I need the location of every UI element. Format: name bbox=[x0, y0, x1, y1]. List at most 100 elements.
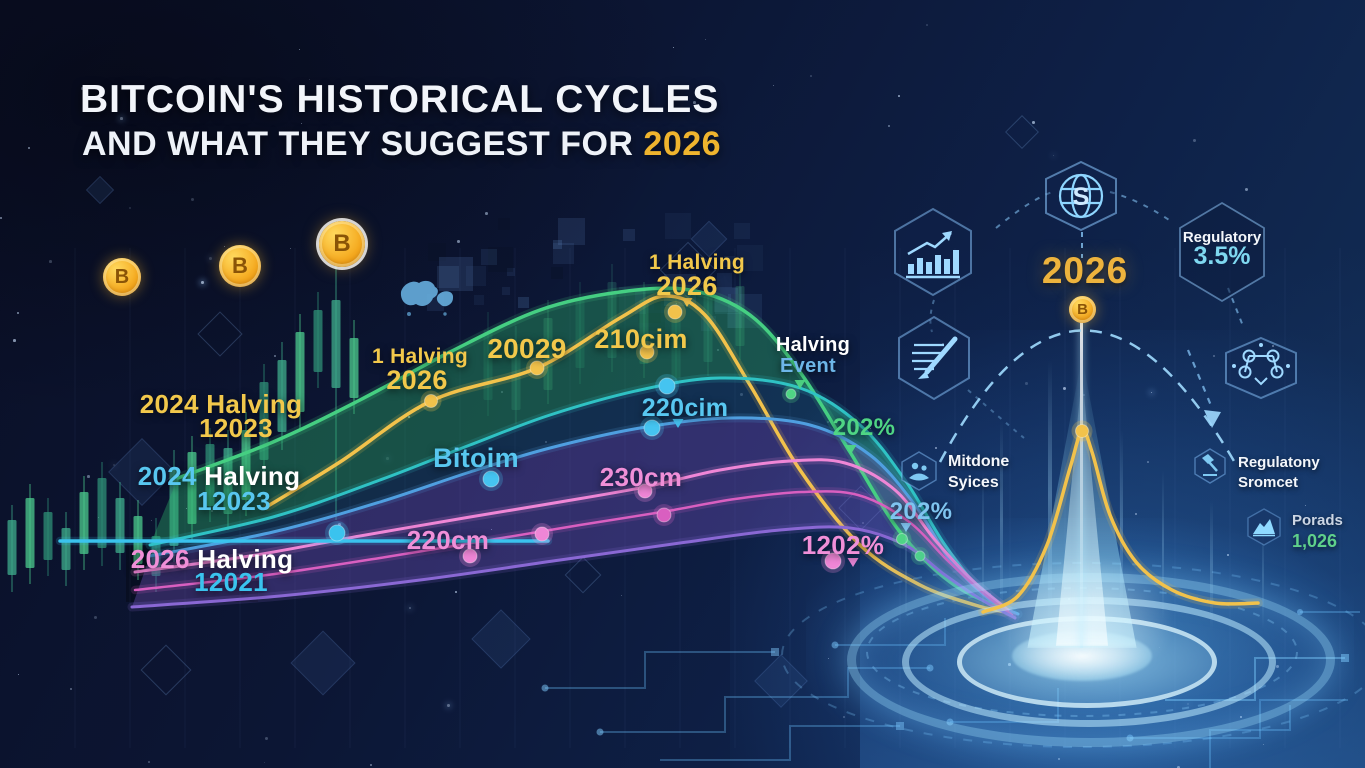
mosaic-square bbox=[623, 229, 635, 241]
particle bbox=[926, 24, 928, 26]
world-map-icon bbox=[400, 280, 454, 316]
item-line2: Sromcet bbox=[1238, 474, 1299, 491]
label-halving-event-line2: Event bbox=[780, 355, 836, 377]
bar-chart-growth-icon bbox=[906, 231, 960, 279]
mosaic-square bbox=[701, 316, 716, 331]
label-cycle1-line1: 2024 Halving bbox=[139, 389, 303, 419]
marker-triangle-icon bbox=[794, 380, 806, 389]
particle bbox=[186, 508, 187, 509]
particle bbox=[274, 355, 277, 358]
mosaic-square bbox=[439, 257, 473, 291]
label-210cim: 210cim bbox=[594, 324, 688, 354]
label-halving-top-line2: 2026 bbox=[656, 271, 718, 301]
particle bbox=[485, 212, 488, 215]
particle bbox=[621, 595, 623, 597]
particle bbox=[1032, 121, 1035, 124]
mosaic-square bbox=[665, 213, 691, 239]
item-line2: 1,026 bbox=[1292, 531, 1338, 551]
particle bbox=[612, 134, 615, 137]
mosaic-square bbox=[481, 249, 497, 265]
particle bbox=[1177, 766, 1181, 768]
particle bbox=[81, 87, 84, 90]
globe-dollar-hexagon: S bbox=[1045, 160, 1117, 232]
particle bbox=[773, 85, 774, 86]
particle bbox=[264, 762, 266, 764]
particle bbox=[1063, 387, 1067, 391]
forecast-markers bbox=[1071, 420, 1093, 442]
label-cycle1-line2: 12023 bbox=[199, 413, 273, 443]
mosaic-square bbox=[553, 243, 574, 264]
particle bbox=[827, 421, 830, 424]
mosaic-square bbox=[488, 247, 513, 272]
light-streak bbox=[1162, 470, 1164, 620]
molecule-icon bbox=[1232, 343, 1290, 386]
particle bbox=[1147, 461, 1149, 463]
particle bbox=[888, 125, 891, 128]
globe-dollar-icon bbox=[1058, 173, 1104, 219]
bar-chart-hexagon bbox=[894, 207, 972, 297]
particle bbox=[969, 458, 973, 462]
particle bbox=[87, 475, 90, 478]
particle bbox=[455, 591, 457, 593]
particle bbox=[201, 281, 204, 284]
particle bbox=[1135, 513, 1138, 516]
label-230cm: 230cm bbox=[599, 462, 683, 492]
particle bbox=[113, 464, 116, 467]
label-20029: 20029 bbox=[487, 333, 567, 364]
particle bbox=[211, 510, 213, 512]
particle bbox=[224, 246, 226, 248]
mosaic-square bbox=[717, 273, 732, 288]
label-cycle2-line2: 12023 bbox=[197, 486, 271, 516]
mosaic-square bbox=[428, 243, 446, 261]
light-streak bbox=[1048, 360, 1052, 630]
light-streak bbox=[1262, 520, 1264, 630]
light-streak bbox=[982, 470, 984, 620]
mosaic-square bbox=[724, 256, 735, 267]
light-beam bbox=[1080, 312, 1083, 648]
mosaic-square bbox=[737, 245, 763, 271]
marker-triangle-icon bbox=[900, 523, 912, 532]
particle bbox=[338, 523, 342, 527]
forecast-item-porads: Porads 1,026 bbox=[1292, 511, 1343, 551]
particle bbox=[862, 522, 864, 524]
forecast-year: 2026 bbox=[1041, 250, 1129, 291]
forecast-item-mitdone: Mitdone Syices bbox=[948, 451, 1009, 493]
particle bbox=[1025, 382, 1028, 385]
gavel-hexagon bbox=[1194, 448, 1226, 484]
bitcoin-glyph: B bbox=[114, 265, 130, 288]
mountain-hexagon bbox=[1247, 508, 1281, 546]
label-cycle2-line1: 2024 Halving bbox=[137, 461, 301, 491]
shield-pen-hexagon bbox=[898, 315, 970, 401]
light-streak bbox=[1000, 420, 1003, 620]
particle bbox=[627, 147, 630, 150]
mosaic-square bbox=[498, 218, 510, 230]
particle bbox=[898, 95, 900, 97]
mosaic-square bbox=[727, 313, 742, 328]
particle bbox=[265, 737, 269, 741]
regulatory-value: 3.5% bbox=[1193, 242, 1251, 270]
particle bbox=[309, 79, 311, 81]
particle bbox=[693, 101, 696, 104]
particle bbox=[49, 260, 52, 263]
particle bbox=[70, 688, 73, 691]
particle bbox=[191, 198, 195, 202]
particle bbox=[501, 391, 503, 393]
particle bbox=[1305, 505, 1307, 507]
marker-triangle-icon bbox=[847, 558, 859, 567]
bitcoin-coin-icon: B bbox=[219, 245, 261, 287]
handshake-icon bbox=[909, 462, 929, 481]
particle bbox=[1151, 392, 1153, 394]
particle bbox=[740, 393, 743, 396]
item-line1: Regulatony bbox=[1238, 454, 1320, 471]
particle bbox=[545, 441, 548, 444]
label-halving-mid-line2: 2026 bbox=[386, 365, 448, 395]
particle bbox=[18, 674, 20, 676]
label-halving-event-line1: Halving bbox=[775, 334, 851, 356]
bitcoin-coin-icon: B bbox=[319, 221, 365, 267]
particle bbox=[409, 607, 411, 609]
particle bbox=[301, 123, 303, 125]
particle bbox=[129, 207, 132, 210]
molecule-hexagon bbox=[1225, 336, 1297, 400]
light-streak bbox=[905, 500, 907, 620]
